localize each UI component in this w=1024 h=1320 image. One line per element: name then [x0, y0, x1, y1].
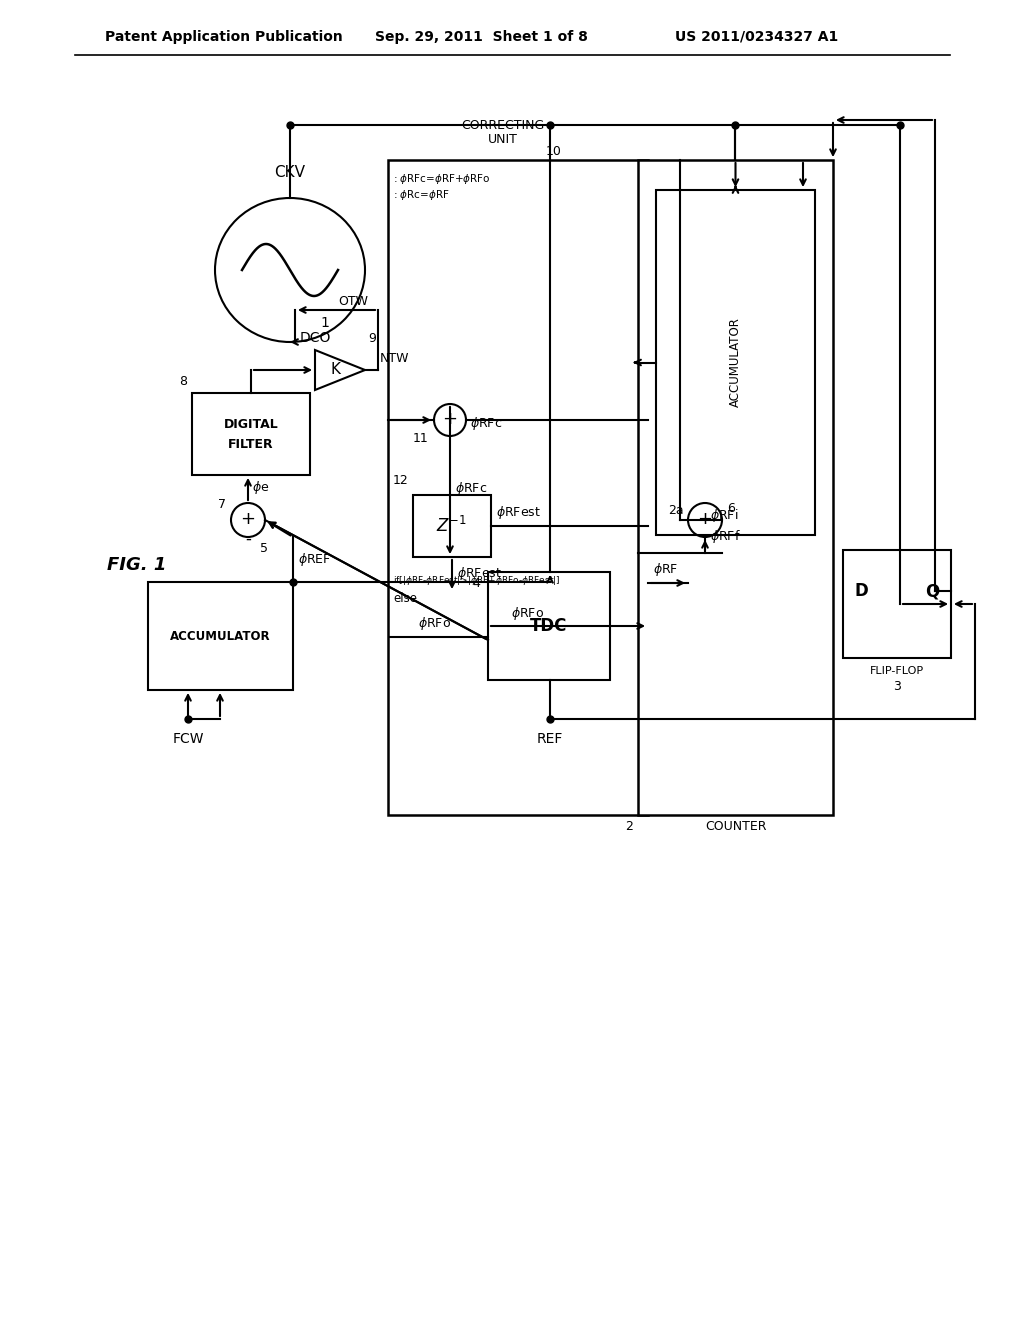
Text: $\phi$RFc: $\phi$RFc	[470, 414, 503, 432]
Text: +: +	[697, 510, 713, 528]
Text: else: else	[393, 591, 417, 605]
Text: if[|$\phi$RF-$\phi$RFest|>|$\phi$RF+$\phi$RFo-$\phi$RFest|]: if[|$\phi$RF-$\phi$RFest|>|$\phi$RF+$\ph…	[393, 574, 560, 587]
Text: COUNTER: COUNTER	[705, 820, 766, 833]
Text: FIG. 1: FIG. 1	[106, 556, 166, 574]
Text: K: K	[330, 363, 340, 378]
Text: +: +	[241, 510, 256, 528]
Text: NTW: NTW	[380, 352, 410, 366]
Text: 9: 9	[368, 333, 376, 345]
Text: Q: Q	[925, 582, 939, 601]
Text: ACCUMULATOR: ACCUMULATOR	[170, 630, 270, 643]
Bar	[488, 572, 610, 680]
Text: 2: 2	[625, 820, 633, 833]
Text: 3: 3	[893, 680, 901, 693]
Text: Sep. 29, 2011  Sheet 1 of 8: Sep. 29, 2011 Sheet 1 of 8	[375, 30, 588, 44]
Text: OTW: OTW	[338, 294, 368, 308]
Text: $\phi$e: $\phi$e	[252, 479, 269, 496]
Text: 7: 7	[218, 499, 226, 511]
Text: ACCUMULATOR: ACCUMULATOR	[729, 318, 742, 408]
Text: $\phi$RFest: $\phi$RFest	[457, 565, 502, 582]
Text: 10: 10	[546, 145, 562, 158]
Text: FLIP-FLOP: FLIP-FLOP	[870, 667, 924, 676]
Text: 11: 11	[413, 432, 428, 445]
Text: $\phi$RFc: $\phi$RFc	[455, 480, 487, 498]
Bar	[656, 190, 815, 535]
Bar	[638, 160, 833, 814]
Text: CORRECTING: CORRECTING	[462, 119, 545, 132]
Text: DIGITAL: DIGITAL	[223, 417, 279, 430]
Text: 1: 1	[319, 315, 329, 330]
Bar	[148, 582, 293, 690]
Text: 8: 8	[179, 375, 187, 388]
Text: 4: 4	[472, 577, 480, 590]
Text: : $\phi$RFc=$\phi$RF+$\phi$RFo: : $\phi$RFc=$\phi$RF+$\phi$RFo	[393, 172, 490, 186]
Text: $\phi$RF: $\phi$RF	[653, 561, 678, 578]
Text: $Z^{-1}$: $Z^{-1}$	[436, 516, 468, 536]
Text: TDC: TDC	[530, 616, 567, 635]
Bar	[843, 550, 951, 657]
Text: $\phi$RFo: $\phi$RFo	[511, 605, 545, 622]
Text: REF: REF	[537, 733, 563, 746]
Text: +: +	[442, 411, 458, 428]
Text: 6: 6	[727, 502, 735, 515]
Ellipse shape	[215, 198, 365, 342]
Text: 5: 5	[260, 543, 268, 554]
Text: FCW: FCW	[172, 733, 204, 746]
Text: CKV: CKV	[274, 165, 305, 180]
Text: DCO: DCO	[300, 331, 332, 345]
Text: 2a: 2a	[668, 504, 684, 517]
Bar	[193, 393, 310, 475]
Text: $\phi$REF: $\phi$REF	[298, 552, 332, 569]
Text: : $\phi$Rc=$\phi$RF: : $\phi$Rc=$\phi$RF	[393, 187, 450, 202]
Bar	[413, 495, 490, 557]
Text: $\phi$RFf: $\phi$RFf	[710, 528, 740, 545]
Text: $\phi$RFi: $\phi$RFi	[710, 507, 738, 524]
Bar	[388, 160, 648, 814]
Text: -: -	[245, 531, 251, 548]
Text: $\phi$RFest: $\phi$RFest	[496, 504, 541, 521]
Text: 12: 12	[392, 474, 408, 487]
Text: $\phi$RFo: $\phi$RFo	[419, 615, 452, 632]
Text: UNIT: UNIT	[488, 133, 518, 147]
Text: D: D	[855, 582, 868, 601]
Text: US 2011/0234327 A1: US 2011/0234327 A1	[675, 30, 839, 44]
Text: FILTER: FILTER	[228, 437, 273, 450]
Text: Patent Application Publication: Patent Application Publication	[105, 30, 343, 44]
